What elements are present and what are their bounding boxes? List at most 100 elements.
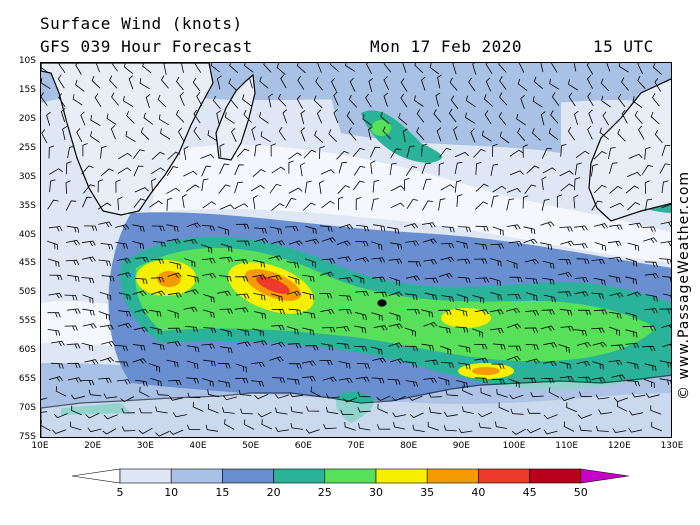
wind-barb — [644, 146, 651, 160]
wind-barb — [123, 95, 134, 107]
wind-barb — [99, 357, 115, 363]
wind-barb — [505, 307, 521, 314]
wind-barb — [179, 92, 185, 107]
wind-barb — [253, 340, 268, 346]
wind-barb — [84, 359, 99, 365]
wind-barb — [355, 197, 362, 211]
wind-barb — [405, 293, 418, 301]
wind-barb — [448, 108, 457, 123]
wind-barb — [304, 180, 312, 194]
wind-barb — [560, 143, 567, 157]
colorbar-segment — [529, 468, 582, 484]
wind-barb — [132, 344, 146, 351]
wind-barb — [627, 202, 641, 211]
wind-barb — [117, 196, 123, 211]
wind-barb — [169, 261, 182, 270]
wind-barb — [437, 74, 443, 89]
wind-barb — [331, 77, 337, 92]
wind-barb — [276, 63, 286, 75]
wind-barb — [475, 277, 489, 283]
wind-barb — [145, 93, 151, 109]
wind-barb — [286, 290, 301, 297]
wind-barb — [271, 308, 285, 315]
wind-barb — [560, 326, 575, 332]
wind-barb — [65, 161, 72, 175]
wind-barb — [645, 294, 658, 302]
wind-barb — [310, 386, 322, 397]
wind-barb — [181, 63, 184, 73]
wind-barb — [320, 308, 335, 315]
wind-barb — [540, 242, 553, 250]
wind-barb — [575, 150, 590, 159]
wind-barb — [120, 396, 135, 403]
wind-barb — [202, 309, 215, 318]
longitude-label: 80E — [400, 441, 418, 451]
wind-barb — [296, 94, 303, 109]
longitude-label: 40E — [189, 441, 207, 451]
wind-barb — [490, 163, 499, 176]
wind-barb — [128, 75, 134, 90]
wind-barb — [71, 405, 82, 416]
wind-barb — [456, 380, 468, 389]
wind-barb — [175, 109, 185, 123]
wind-barb — [99, 324, 114, 331]
wind-barb — [517, 78, 528, 91]
wind-barb — [314, 130, 324, 143]
wind-barb — [319, 271, 334, 278]
wind-barb — [457, 226, 471, 233]
wind-barb — [60, 108, 66, 123]
wind-barb — [317, 63, 322, 73]
wind-barb — [602, 111, 610, 126]
wind-barb — [591, 327, 605, 333]
wind-barb — [82, 294, 94, 304]
wind-barb — [454, 180, 462, 193]
wind-barb — [524, 184, 537, 195]
wind-barb — [271, 203, 285, 211]
wind-barb — [82, 308, 95, 316]
wind-barb — [440, 362, 454, 368]
wind-barb — [456, 258, 471, 264]
wind-barb — [274, 394, 289, 399]
wind-barb — [574, 177, 581, 191]
wind-barb — [57, 74, 65, 89]
wind-barb — [238, 389, 252, 396]
wind-barb — [270, 240, 286, 246]
wind-barb — [556, 194, 563, 208]
wind-barb — [492, 185, 507, 193]
wind-barb — [222, 407, 235, 414]
wind-barb — [53, 413, 68, 419]
wind-barb — [116, 379, 131, 385]
wind-barb — [438, 162, 445, 176]
wind-barb — [422, 178, 432, 191]
wind-barb — [490, 243, 504, 249]
wind-barb — [166, 224, 179, 232]
wind-barb — [219, 256, 234, 263]
wind-barb — [617, 93, 626, 108]
wind-barb — [125, 131, 136, 142]
wind-barb — [661, 203, 671, 209]
wind-barb — [203, 359, 216, 367]
landmasses — [41, 63, 671, 437]
wind-barb — [194, 63, 202, 73]
wind-barb — [186, 184, 200, 192]
wind-barb — [356, 363, 370, 369]
wind-barb — [644, 180, 650, 194]
wind-barb — [323, 424, 337, 430]
wind-barb — [353, 274, 365, 284]
wind-barb — [621, 77, 629, 91]
wind-barb — [101, 340, 116, 347]
wind-barb — [444, 411, 458, 417]
wind-barb — [354, 346, 368, 352]
wind-barb — [416, 127, 425, 141]
wind-barb — [638, 125, 645, 140]
wind-barb — [357, 391, 371, 398]
wind-barb — [625, 312, 637, 321]
wind-barb — [576, 258, 590, 265]
wind-barb — [183, 146, 189, 160]
latitude-label: 55S — [18, 316, 36, 327]
wind-barb — [517, 127, 526, 142]
wind-barb — [510, 408, 524, 415]
wind-barb — [372, 224, 386, 232]
wind-barb — [577, 309, 592, 316]
wind-barb — [599, 127, 609, 140]
